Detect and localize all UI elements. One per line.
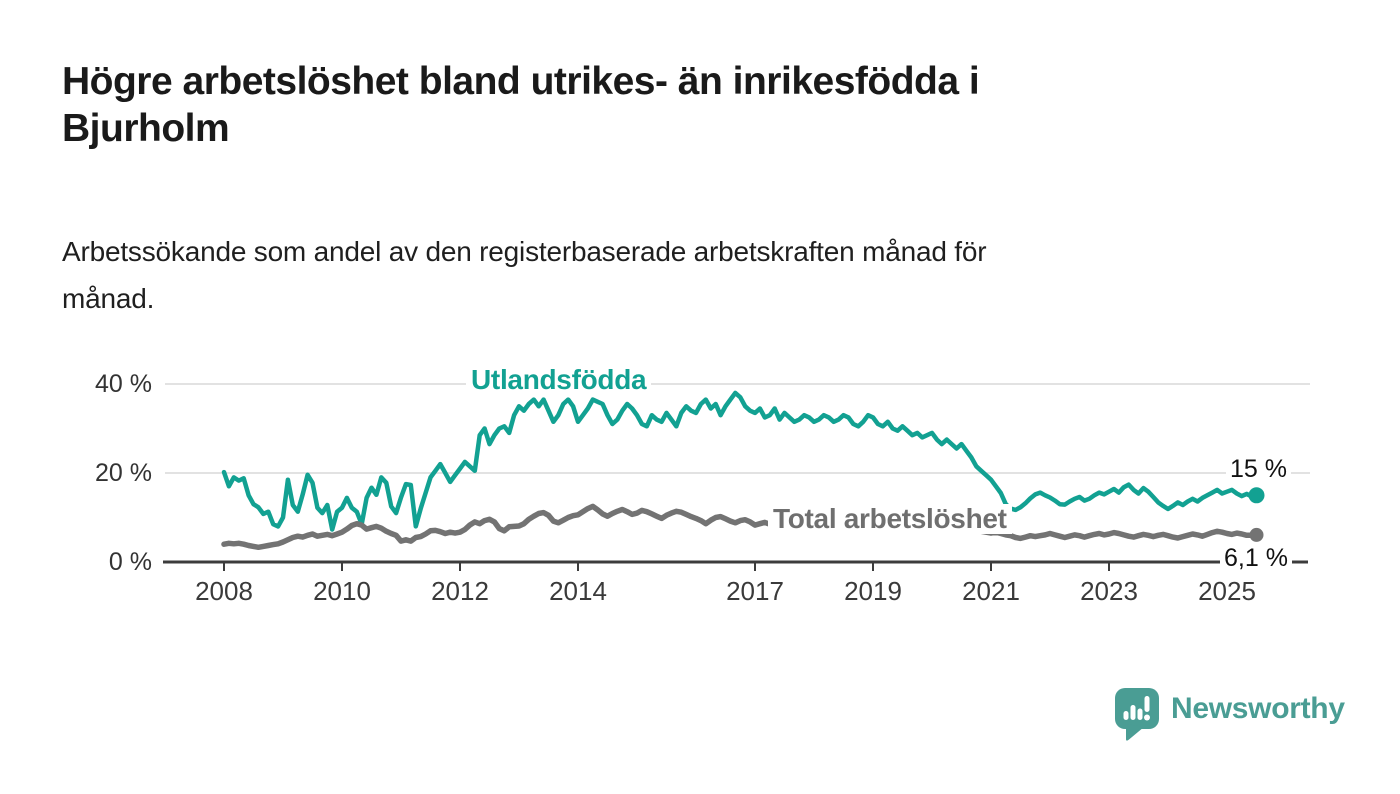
end-value-label-utlandsfodda: 15 % [1226, 455, 1291, 483]
y-axis-label-20: 20 % [95, 459, 152, 487]
chart-area: 40 % 20 % 0 % Utlandsfödda Total arbetsl… [0, 340, 1400, 650]
x-axis-label-2014: 2014 [549, 576, 607, 606]
page-title: Högre arbetslöshet bland utrikes- än inr… [62, 58, 980, 152]
x-axis-label-2017: 2017 [726, 576, 784, 606]
series-label-utlandsfodda: Utlandsfödda [466, 365, 652, 395]
x-axis-label-2025: 2025 [1198, 576, 1256, 606]
newsworthy-logo: Newsworthy [1113, 686, 1345, 744]
series-line-total [221, 503, 1260, 551]
title-line-2: Bjurholm [62, 107, 230, 150]
chart-subtitle: Arbetssökande som andel av den registerb… [62, 228, 987, 322]
x-axis-label-2008: 2008 [195, 576, 253, 606]
newsworthy-logo-text: Newsworthy [1171, 692, 1345, 725]
end-value-label-total: 6,1 % [1220, 544, 1292, 572]
subtitle-line-1: Arbetssökande som andel av den registerb… [62, 236, 987, 267]
title-line-1: Högre arbetslöshet bland utrikes- än inr… [62, 60, 980, 103]
newsworthy-speech-bubble-icon [1115, 688, 1159, 741]
series-end-dot-total [1249, 527, 1264, 542]
x-axis-label-2010: 2010 [313, 576, 371, 606]
x-axis-label-2023: 2023 [1080, 576, 1138, 606]
subtitle-line-2: månad. [62, 283, 155, 314]
x-axis-label-2019: 2019 [844, 576, 902, 606]
series-label-total-arbetsloshet: Total arbetslöshet [768, 504, 1012, 534]
x-axis-label-2021: 2021 [962, 576, 1020, 606]
y-axis-label-0: 0 % [108, 548, 152, 576]
series-line-utlandsfodda [221, 390, 1259, 532]
series-end-dot-utlandsfodda [1248, 487, 1265, 504]
chart-svg [163, 383, 1310, 571]
x-axis-label-2012: 2012 [431, 576, 489, 606]
y-axis-label-40: 40 % [95, 370, 152, 398]
